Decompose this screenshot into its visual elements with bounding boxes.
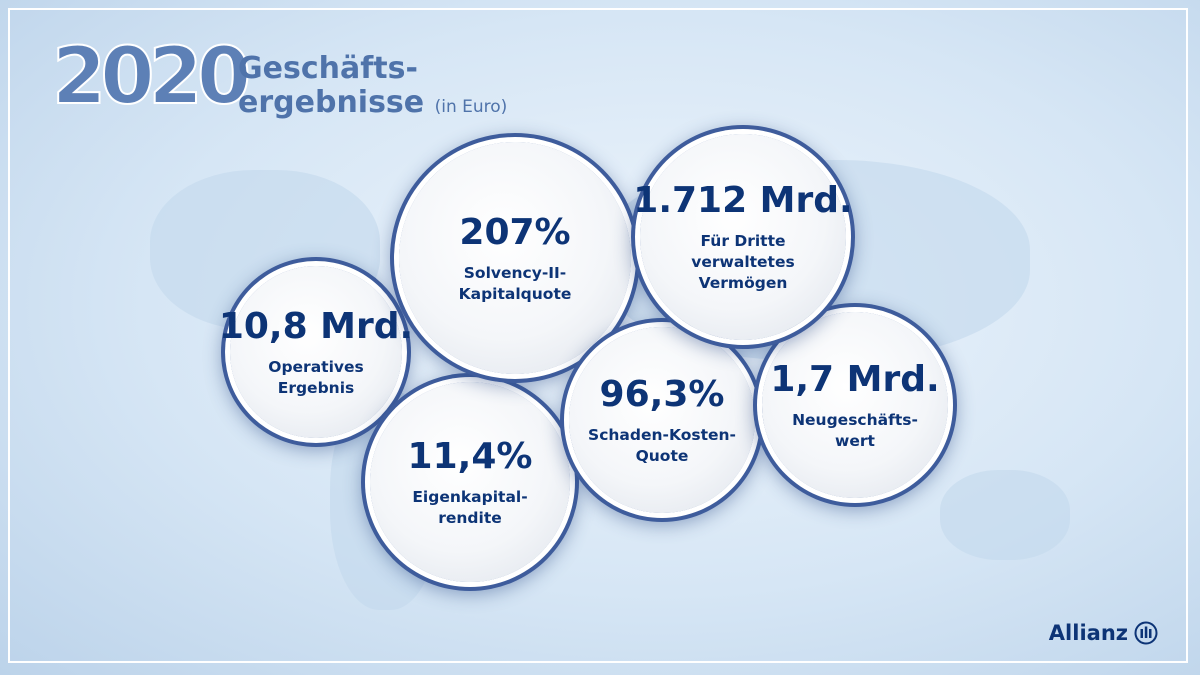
kpi-label: Kapitalquote	[458, 284, 572, 303]
kpi-label: Operatives	[268, 357, 364, 376]
kpi-label: wert	[835, 431, 875, 450]
kpi-label: Quote	[635, 446, 689, 465]
logo-icon	[1134, 621, 1158, 645]
kpi-label: Solvency-II-	[463, 263, 567, 282]
logo: Allianz	[1049, 621, 1158, 645]
kpi-label: Ergebnis	[277, 378, 355, 397]
kpi-label: rendite	[438, 508, 502, 527]
unit: (in Euro)	[434, 97, 508, 117]
kpi-circle: 11,4% Eigenkapital-rendite	[370, 382, 570, 582]
title-line: ergebnisse (in Euro)	[238, 86, 507, 124]
kpi-value: 11,4%	[407, 435, 533, 477]
kpi-circle: 1.712 Mrd. Für Dritte verwaltetes Vermögen	[633, 134, 853, 340]
kpi-label: Neugeschäfts-	[792, 410, 918, 429]
kpi-value: 1,7 Mrd.	[770, 358, 940, 400]
kpi-value: 1.712 Mrd.	[633, 180, 853, 221]
logo-text: Allianz	[1048, 621, 1128, 645]
kpi-label: Schaden-Kosten-	[588, 425, 736, 444]
title-line: ergebnisse	[238, 85, 425, 120]
kpi-value: 207%	[459, 211, 571, 253]
kpi-value: 10,8 Mrd.	[218, 305, 414, 347]
kpi-label: Vermögen	[698, 274, 788, 292]
kpi-circle: 96,3% Schaden-Kosten- Quote	[569, 327, 755, 513]
year: 2020	[51, 32, 252, 122]
kpi-label: Eigenkapital-	[412, 487, 528, 506]
kpi-circle: 1,7 Mrd. Neugeschäfts-wert	[762, 312, 948, 498]
kpi-value: 96,3%	[599, 373, 725, 415]
title-line: Geschäfts-	[238, 51, 418, 86]
kpi-circle: 207% Solvency-II- Kapitalquote	[399, 142, 631, 374]
title: Geschäfts- ergebnisse (in Euro)	[238, 52, 507, 124]
frame	[8, 8, 1188, 663]
map-shape	[940, 470, 1070, 560]
kpi-circle: 10,8 Mrd. Operatives Ergebnis	[219, 266, 413, 438]
kpi-label: verwaltetes	[691, 253, 795, 271]
kpi-label: Für Dritte	[700, 232, 786, 250]
